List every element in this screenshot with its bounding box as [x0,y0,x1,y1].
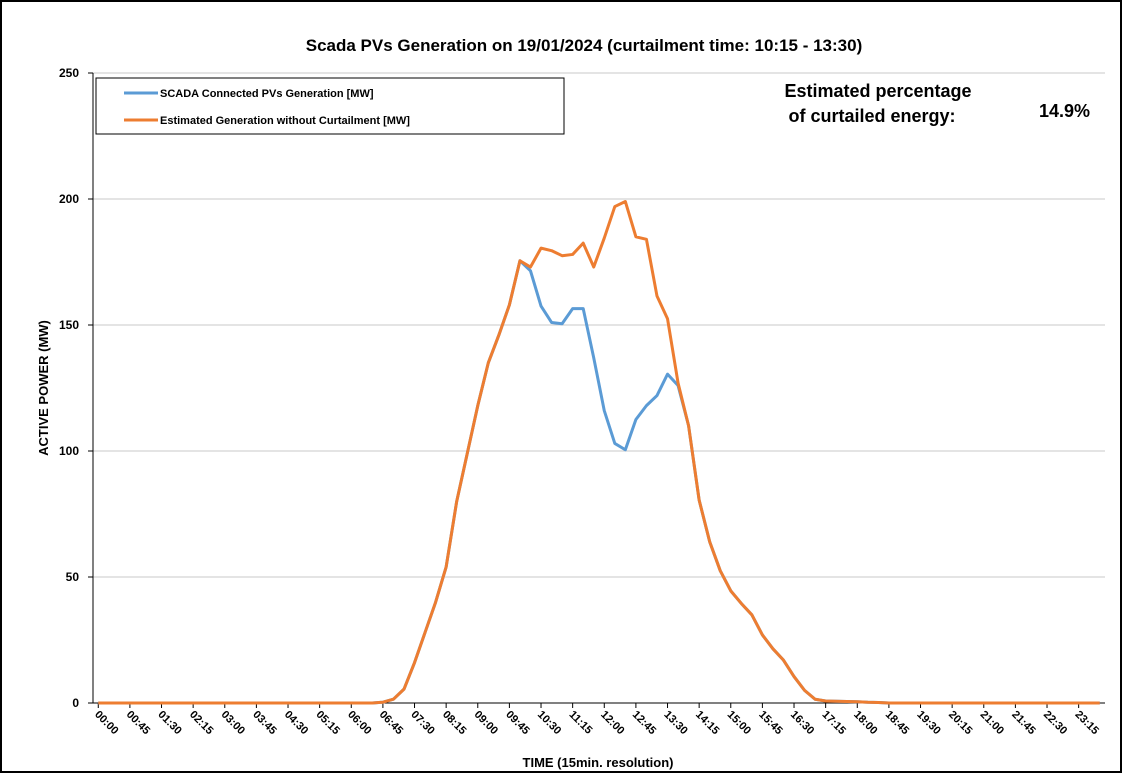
legend-box [95,77,565,135]
legend-label: Estimated Generation without Curtailment… [160,115,410,127]
y-tick-label: 200 [59,192,79,206]
x-axis-label: TIME (15min. resolution) [523,755,674,770]
y-tick-label: 250 [59,66,79,80]
y-tick-label: 50 [66,570,80,584]
annotation-value: 14.9% [1039,101,1090,121]
chart-title: Scada PVs Generation on 19/01/2024 (curt… [306,36,863,55]
annotation-label: Estimated percentage [784,81,971,101]
y-tick-label: 100 [59,444,79,458]
annotation-label: of curtailed energy: [788,106,955,126]
legend-label: SCADA Connected PVs Generation [MW] [160,88,374,100]
y-axis-label: ACTIVE POWER (MW) [36,320,51,456]
y-tick-label: 0 [72,696,79,710]
y-tick-label: 150 [59,318,79,332]
series-line [98,200,1100,705]
